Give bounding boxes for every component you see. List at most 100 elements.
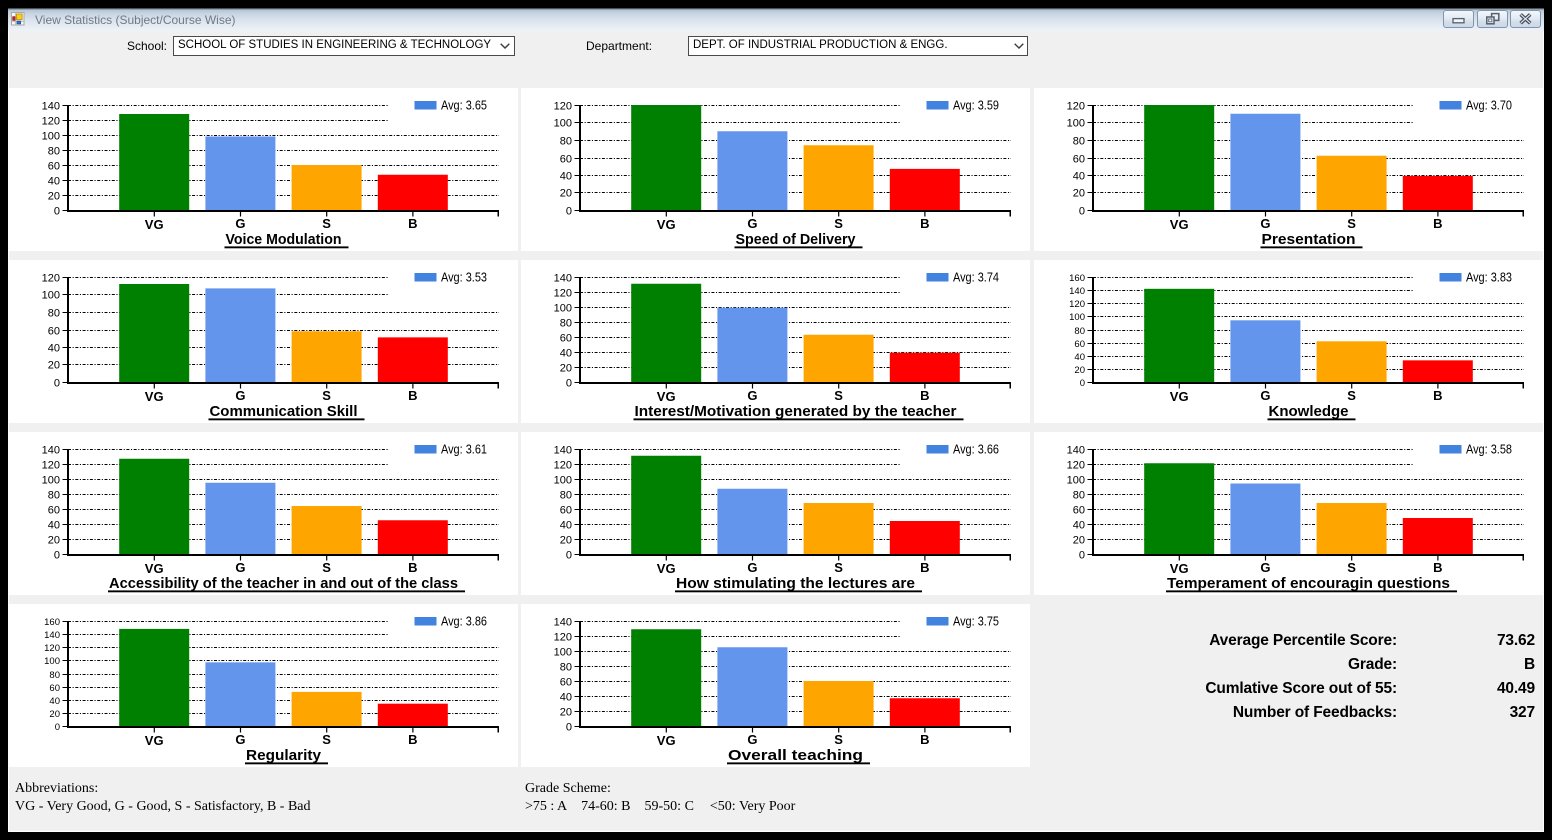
svg-text:40: 40 xyxy=(49,696,60,707)
svg-text:Avg: 3.61: Avg: 3.61 xyxy=(441,442,487,457)
svg-text:S: S xyxy=(322,216,331,231)
svg-text:140: 140 xyxy=(554,616,572,628)
svg-text:60: 60 xyxy=(1074,339,1085,350)
svg-text:100: 100 xyxy=(44,656,60,667)
svg-text:40: 40 xyxy=(1073,519,1085,531)
svg-text:120: 120 xyxy=(42,115,60,127)
svg-text:VG: VG xyxy=(657,217,676,232)
svg-text:60: 60 xyxy=(1073,504,1085,516)
svg-text:Avg: 3.74: Avg: 3.74 xyxy=(953,270,999,285)
svg-text:G: G xyxy=(235,388,245,403)
svg-text:Knowledge: Knowledge xyxy=(1269,403,1349,420)
svg-text:140: 140 xyxy=(1069,286,1085,297)
svg-text:VG: VG xyxy=(657,561,676,576)
svg-text:G: G xyxy=(747,388,757,403)
svg-text:40: 40 xyxy=(48,175,60,187)
svg-text:100: 100 xyxy=(1067,474,1085,486)
svg-text:20: 20 xyxy=(560,187,572,199)
svg-text:S: S xyxy=(1347,216,1356,231)
svg-text:20: 20 xyxy=(560,534,572,546)
svg-text:120: 120 xyxy=(44,643,60,654)
svg-text:S: S xyxy=(322,388,331,403)
svg-text:Avg: 3.86: Avg: 3.86 xyxy=(441,614,487,629)
svg-text:60: 60 xyxy=(560,676,572,688)
svg-text:140: 140 xyxy=(42,444,60,456)
svg-text:S: S xyxy=(834,732,843,747)
svg-text:140: 140 xyxy=(554,444,572,456)
svg-text:20: 20 xyxy=(48,534,60,546)
svg-text:80: 80 xyxy=(560,661,572,673)
svg-text:40: 40 xyxy=(48,519,60,531)
svg-text:Avg: 3.83: Avg: 3.83 xyxy=(1466,270,1512,285)
svg-text:60: 60 xyxy=(560,504,572,516)
svg-text:100: 100 xyxy=(42,289,60,301)
svg-text:0: 0 xyxy=(566,377,572,389)
svg-text:Communication Skill: Communication Skill xyxy=(210,403,358,420)
svg-text:80: 80 xyxy=(1073,135,1085,147)
svg-text:60: 60 xyxy=(49,683,60,694)
svg-text:G: G xyxy=(235,732,245,747)
svg-text:S: S xyxy=(322,732,331,747)
svg-text:Avg: 3.53: Avg: 3.53 xyxy=(441,270,487,285)
svg-text:B: B xyxy=(1433,560,1442,575)
svg-text:80: 80 xyxy=(560,317,572,329)
svg-text:B: B xyxy=(408,216,417,231)
svg-text:40: 40 xyxy=(560,347,572,359)
svg-text:100: 100 xyxy=(554,302,572,314)
svg-text:Avg: 3.59: Avg: 3.59 xyxy=(953,98,999,113)
svg-text:0: 0 xyxy=(566,549,572,561)
svg-text:S: S xyxy=(1347,388,1356,403)
svg-text:40: 40 xyxy=(560,519,572,531)
svg-text:140: 140 xyxy=(554,272,572,284)
svg-text:B: B xyxy=(920,216,929,231)
svg-text:120: 120 xyxy=(1067,459,1085,471)
svg-text:40: 40 xyxy=(1074,352,1085,363)
svg-text:100: 100 xyxy=(554,117,572,129)
svg-text:120: 120 xyxy=(1067,100,1085,112)
svg-text:Avg: 3.70: Avg: 3.70 xyxy=(1466,98,1512,113)
svg-text:80: 80 xyxy=(49,670,60,681)
svg-text:B: B xyxy=(1433,388,1442,403)
svg-text:0: 0 xyxy=(55,722,60,733)
svg-text:0: 0 xyxy=(1080,378,1085,389)
svg-text:Interest/Motivation generated: Interest/Motivation generated by the tea… xyxy=(635,403,957,420)
svg-text:100: 100 xyxy=(1069,312,1085,323)
svg-text:20: 20 xyxy=(49,709,60,720)
svg-text:S: S xyxy=(834,560,843,575)
svg-text:80: 80 xyxy=(48,307,60,319)
svg-text:80: 80 xyxy=(560,135,572,147)
svg-text:160: 160 xyxy=(44,617,60,628)
svg-text:60: 60 xyxy=(48,325,60,337)
svg-text:B: B xyxy=(920,560,929,575)
svg-text:20: 20 xyxy=(560,362,572,374)
svg-text:20: 20 xyxy=(1073,187,1085,199)
svg-text:120: 120 xyxy=(42,459,60,471)
svg-text:G: G xyxy=(235,560,245,575)
svg-text:S: S xyxy=(322,560,331,575)
svg-text:20: 20 xyxy=(560,706,572,718)
svg-text:80: 80 xyxy=(560,489,572,501)
svg-text:Avg: 3.75: Avg: 3.75 xyxy=(953,614,999,629)
svg-text:160: 160 xyxy=(1069,273,1085,284)
svg-text:20: 20 xyxy=(1073,534,1085,546)
svg-text:B: B xyxy=(1433,216,1442,231)
svg-text:20: 20 xyxy=(48,190,60,202)
svg-text:0: 0 xyxy=(54,205,60,217)
svg-text:60: 60 xyxy=(560,153,572,165)
svg-text:100: 100 xyxy=(554,474,572,486)
svg-text:0: 0 xyxy=(54,549,60,561)
svg-text:B: B xyxy=(920,732,929,747)
svg-text:G: G xyxy=(1260,388,1270,403)
svg-text:Overall teaching: Overall teaching xyxy=(728,747,863,764)
svg-text:B: B xyxy=(408,388,417,403)
svg-text:80: 80 xyxy=(1073,489,1085,501)
svg-text:100: 100 xyxy=(42,474,60,486)
svg-text:40: 40 xyxy=(560,170,572,182)
svg-text:0: 0 xyxy=(566,205,572,217)
svg-text:G: G xyxy=(747,732,757,747)
svg-text:Temperament of encouragin ques: Temperament of encouragin questions xyxy=(1167,575,1450,592)
svg-text:VG: VG xyxy=(145,217,164,232)
svg-text:Regularity: Regularity xyxy=(246,747,322,764)
svg-text:S: S xyxy=(834,216,843,231)
svg-text:60: 60 xyxy=(560,332,572,344)
